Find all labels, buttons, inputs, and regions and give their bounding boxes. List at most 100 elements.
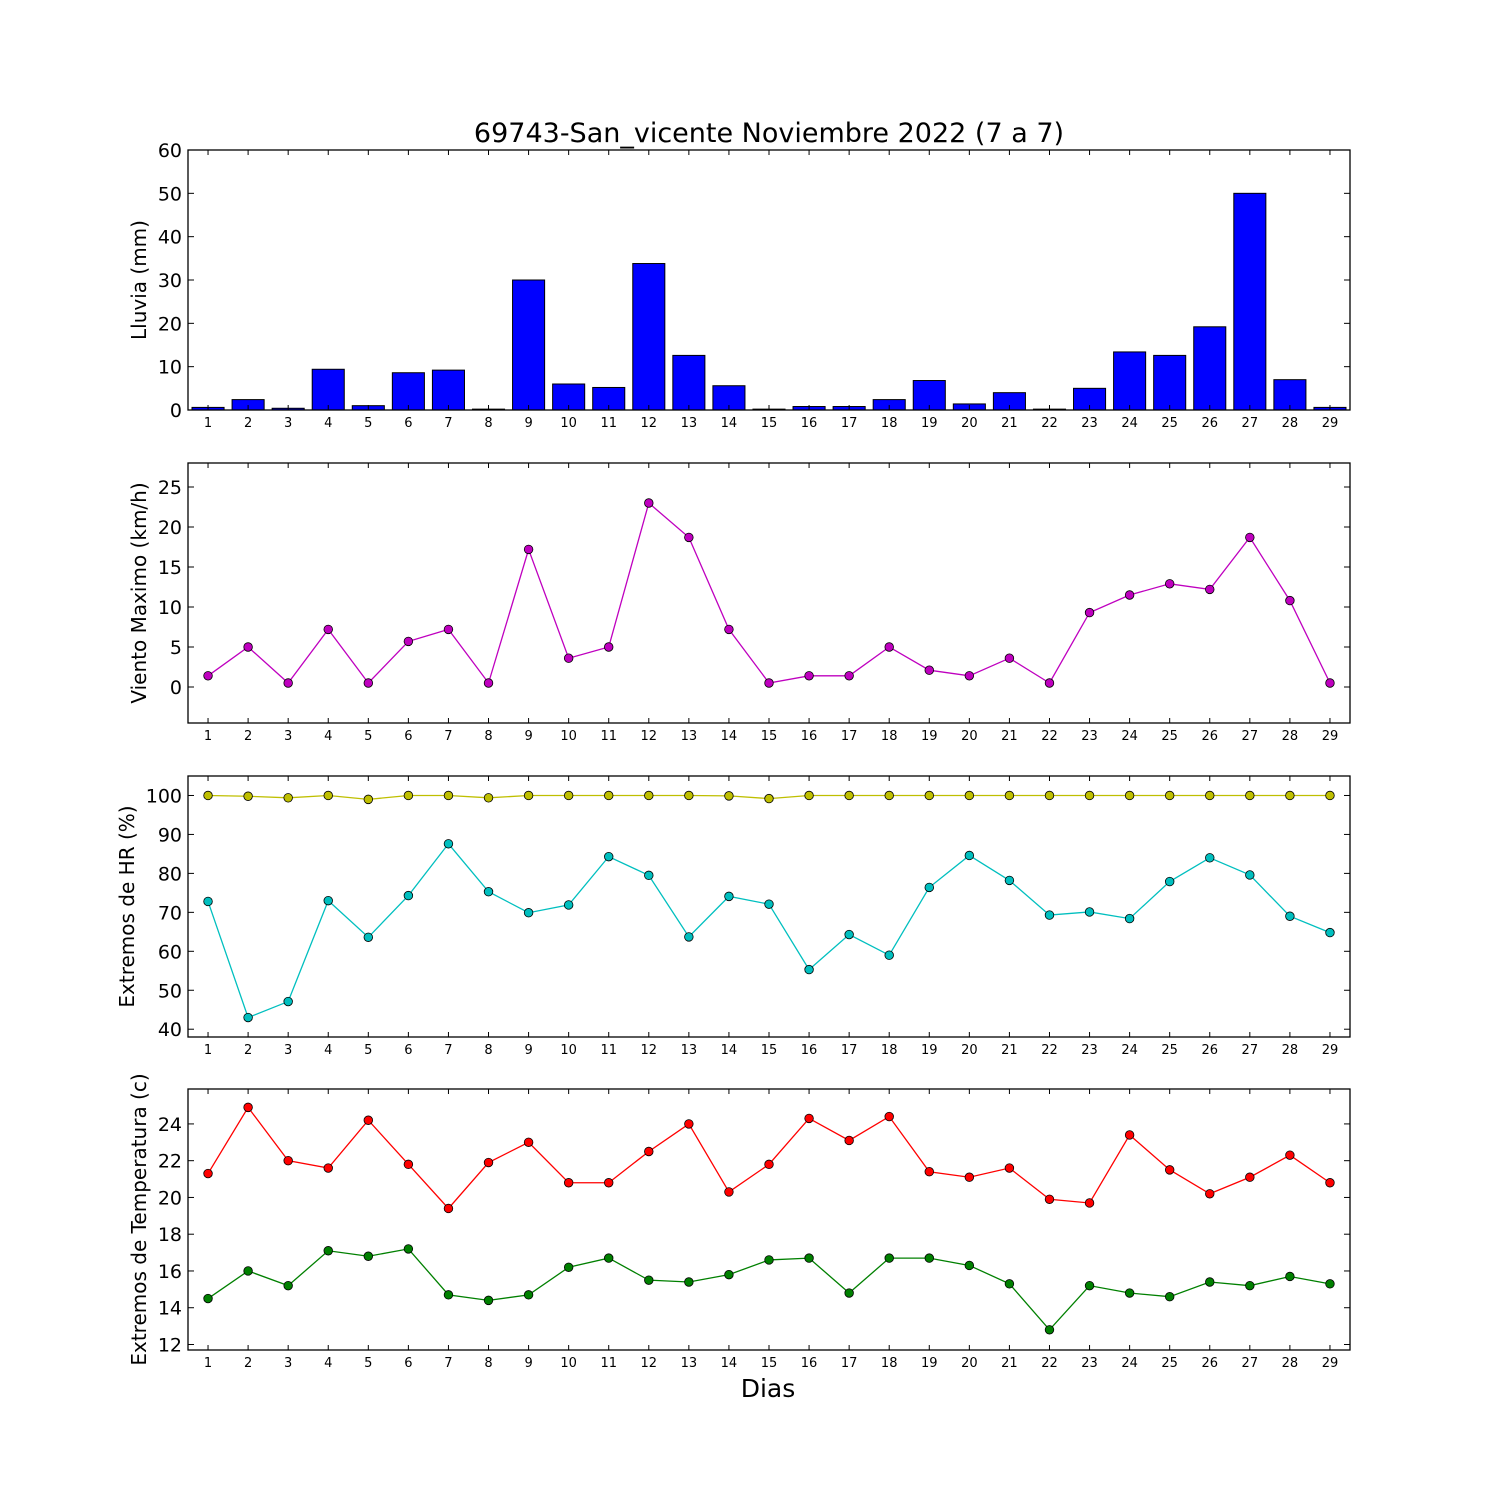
data-point <box>323 1246 333 1256</box>
data-point <box>724 624 734 635</box>
data-point <box>203 896 213 907</box>
data-point <box>1205 853 1215 863</box>
x-axis-label: Dias <box>741 1374 796 1403</box>
data-point <box>1205 790 1215 801</box>
y-tick-label: 70 <box>158 902 182 924</box>
bar <box>431 369 465 411</box>
data-point <box>203 671 213 681</box>
data-point <box>684 1119 694 1129</box>
x-tick-label: 5 <box>364 729 372 744</box>
y-tick-label: 90 <box>158 824 182 846</box>
data-point <box>884 790 894 801</box>
x-tick-label: 14 <box>721 1043 738 1058</box>
data-point <box>563 790 574 801</box>
data-point <box>884 1253 894 1263</box>
data-point <box>443 624 454 635</box>
x-tick-label: 13 <box>681 729 698 744</box>
x-tick-label: 4 <box>324 729 332 744</box>
data-point <box>563 653 574 663</box>
data-point <box>323 1163 333 1173</box>
data-point <box>924 790 934 801</box>
data-point <box>924 1167 934 1177</box>
x-tick-label: 13 <box>681 1043 698 1058</box>
y-tick-label: 0 <box>170 400 182 422</box>
x-tick-label: 2 <box>244 729 252 744</box>
data-point <box>964 790 975 801</box>
x-tick-label: 9 <box>524 1356 532 1371</box>
x-tick-label: 17 <box>841 1043 858 1058</box>
x-tick-label: 25 <box>1161 729 1178 744</box>
x-tick-label: 24 <box>1121 1043 1138 1058</box>
x-tick-label: 25 <box>1161 1356 1178 1371</box>
x-tick-label: 7 <box>444 416 452 431</box>
data-point <box>1245 532 1255 543</box>
x-tick-label: 25 <box>1161 1043 1178 1058</box>
data-point <box>283 678 293 688</box>
x-tick-label: 16 <box>801 729 818 744</box>
bar <box>1273 379 1307 411</box>
x-tick-label: 14 <box>721 416 738 431</box>
x-tick-label: 26 <box>1201 416 1218 431</box>
data-point <box>243 1266 253 1276</box>
x-tick-label: 17 <box>841 416 858 431</box>
x-tick-label: 19 <box>921 1043 938 1058</box>
bar <box>1153 354 1187 411</box>
x-tick-label: 18 <box>881 416 898 431</box>
data-point <box>844 790 854 801</box>
data-point <box>483 1295 494 1306</box>
bar <box>391 372 425 411</box>
data-point <box>563 900 574 910</box>
data-point <box>1124 1130 1135 1140</box>
bar <box>672 354 706 411</box>
data-point <box>684 532 694 543</box>
data-point <box>403 890 414 901</box>
data-point <box>1124 790 1135 801</box>
data-point <box>1044 1194 1055 1204</box>
x-tick-label: 17 <box>841 1356 858 1371</box>
data-point <box>964 850 975 861</box>
data-point <box>1164 579 1175 589</box>
x-tick-label: 29 <box>1322 729 1339 744</box>
data-point <box>1004 790 1015 801</box>
y-tick-label: 60 <box>158 941 182 963</box>
data-point <box>1325 790 1335 801</box>
data-point <box>1004 875 1015 886</box>
x-tick-label: 1 <box>204 416 212 431</box>
data-point <box>1205 584 1215 595</box>
data-point <box>1044 790 1055 801</box>
x-tick-label: 21 <box>1001 416 1018 431</box>
x-tick-label: 5 <box>364 1356 372 1371</box>
x-tick-label: 23 <box>1081 1356 1098 1371</box>
x-tick-label: 10 <box>560 1043 577 1058</box>
data-point <box>1044 1325 1055 1335</box>
data-point <box>724 891 734 902</box>
x-tick-label: 1 <box>204 729 212 744</box>
data-point <box>1084 1198 1095 1208</box>
y-tick-label: 60 <box>158 140 182 162</box>
data-point <box>764 678 774 688</box>
data-point <box>483 678 494 688</box>
x-tick-label: 16 <box>801 1356 818 1371</box>
data-point <box>964 671 975 681</box>
data-point <box>604 1178 614 1188</box>
x-tick-label: 6 <box>404 416 412 431</box>
x-tick-label: 20 <box>961 1356 978 1371</box>
x-tick-label: 5 <box>364 1043 372 1058</box>
data-point <box>1245 870 1255 880</box>
x-tick-label: 8 <box>484 416 492 431</box>
x-tick-label: 10 <box>560 1356 577 1371</box>
x-tick-label: 8 <box>484 1043 492 1058</box>
data-point <box>644 498 654 508</box>
x-tick-label: 18 <box>881 729 898 744</box>
x-tick-label: 4 <box>324 416 332 431</box>
data-point <box>363 678 374 688</box>
data-point <box>604 1253 614 1263</box>
data-point <box>804 1113 814 1124</box>
y-tick-label: 25 <box>158 477 182 499</box>
data-point <box>844 671 854 681</box>
x-tick-label: 3 <box>284 1356 292 1371</box>
y-tick-label: 14 <box>158 1298 182 1320</box>
data-point <box>844 1288 854 1298</box>
x-tick-label: 3 <box>284 729 292 744</box>
